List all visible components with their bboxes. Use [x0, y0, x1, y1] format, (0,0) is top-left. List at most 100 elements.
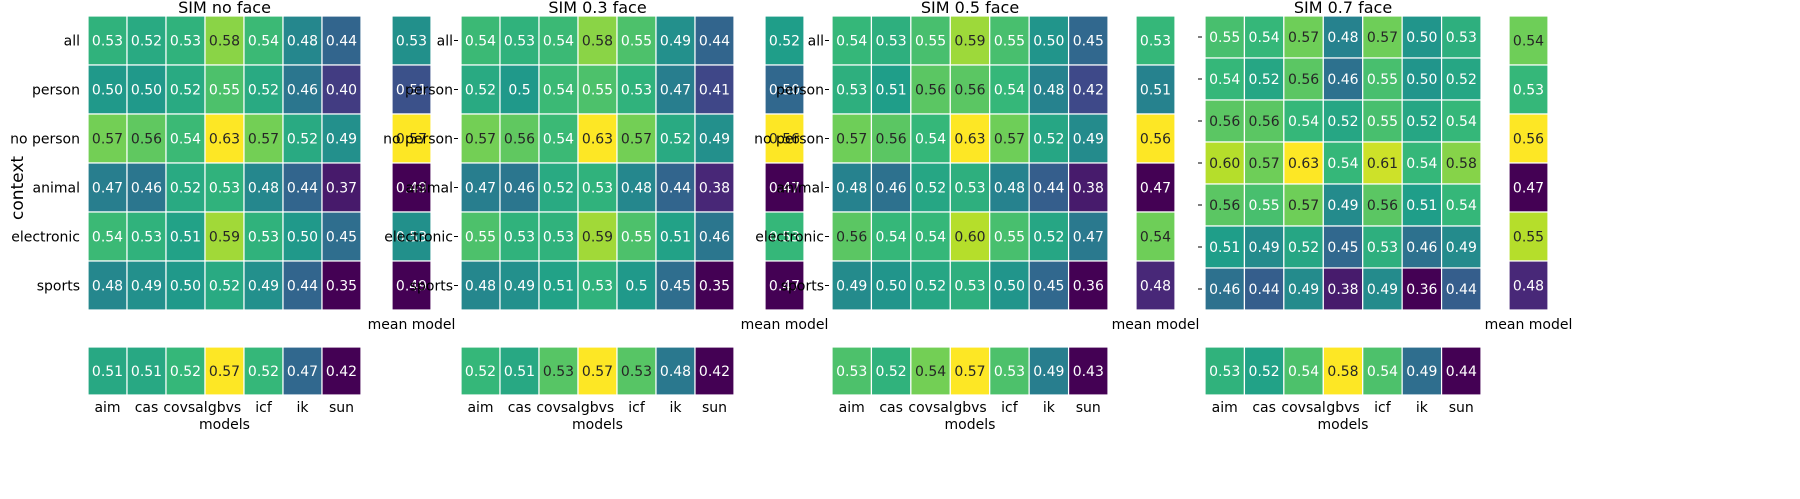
heatmap-cell-label: 0.52: [543, 181, 574, 197]
heatmap-cell-label: 0.50: [287, 230, 318, 246]
heatmap-cell-label: 0.57: [994, 132, 1025, 148]
heatmap-cell-label: 0.48: [1033, 83, 1064, 99]
heatmap-cell: [87, 260, 128, 311]
mean-model-cell-label: 0.50: [769, 83, 800, 99]
heatmap-cell-label: 0.57: [1249, 156, 1280, 172]
heatmap-cell-label: 0.55: [994, 230, 1025, 246]
heatmap-cell-label: 0.52: [1327, 114, 1358, 130]
row-tick-label: person: [405, 83, 453, 99]
row-tick-label: no person: [754, 132, 824, 148]
heatmap-cell: [1028, 260, 1070, 311]
row-tick-label: sports: [37, 279, 80, 295]
heatmap-cell-label: 0.55: [1367, 72, 1398, 88]
heatmap-cell-label: 0.54: [543, 132, 574, 148]
chart-title: SIM 0.5 face: [921, 0, 1019, 17]
heatmap-cell-label: 0.45: [660, 279, 691, 295]
heatmap-cell-label: 0.47: [660, 83, 691, 99]
mean-model-label: mean model: [741, 317, 829, 333]
heatmap-cell-label: 0.47: [465, 181, 496, 197]
heatmap-cell: [1067, 113, 1109, 164]
heatmap-cell: [1401, 99, 1443, 143]
heatmap-cell-label: 0.48: [248, 181, 279, 197]
x-axis-title: models: [1318, 417, 1369, 433]
row-tick-label: all: [437, 34, 453, 50]
heatmap-cell: [577, 211, 618, 262]
mean-context-cell-label: 0.48: [660, 364, 691, 380]
heatmap-cell-label: 0.52: [209, 279, 240, 295]
heatmap-cell-label: 0.57: [248, 132, 279, 148]
heatmap-cell-label: 0.48: [92, 279, 123, 295]
col-tick-label: aim: [467, 400, 493, 416]
col-tick-label: aim: [839, 400, 865, 416]
heatmap-cell: [1067, 15, 1109, 66]
heatmap-cell-label: 0.52: [915, 181, 946, 197]
heatmap-cell-label: 0.53: [954, 279, 985, 295]
heatmap-cell-label: 0.49: [1446, 240, 1477, 256]
col-tick-label: sun: [1449, 400, 1474, 416]
mean-context-cell: [243, 346, 284, 396]
heatmap-cell: [1283, 225, 1324, 269]
mean-context-cell-label: 0.44: [1446, 364, 1477, 380]
heatmap-cell: [989, 211, 1030, 262]
mean-model-label: mean model: [1485, 317, 1573, 333]
heatmap-cell: [165, 211, 206, 262]
heatmap-cell: [831, 162, 873, 213]
heatmap-cell-label: 0.49: [504, 279, 535, 295]
heatmap-cell-label: 0.54: [915, 132, 946, 148]
mean-model-cell-label: 0.55: [1513, 230, 1544, 246]
row-tick-label: all: [808, 34, 824, 50]
mean-model-cell: [1135, 211, 1176, 262]
mean-model-cell-label: 0.51: [396, 83, 427, 99]
row-tick-label: no person: [383, 132, 453, 148]
heatmap-cell-label: 0.55: [621, 230, 652, 246]
mean-model-cell-label: 0.49: [396, 181, 427, 197]
heatmap-cell-label: 0.49: [699, 132, 730, 148]
heatmap-cell-label: 0.61: [1367, 156, 1398, 172]
heatmap-cell-label: 0.44: [287, 181, 318, 197]
heatmap-cell: [577, 64, 618, 115]
heatmap-cell-label: 0.60: [1209, 156, 1240, 172]
heatmap-cell-label: 0.57: [92, 132, 123, 148]
heatmap-cell: [165, 113, 206, 164]
mean-model-cell-label: 0.47: [1140, 181, 1171, 197]
mean-context-cell-label: 0.51: [504, 364, 535, 380]
row-tick-label: no person: [10, 132, 80, 148]
mean-context-cell: [499, 346, 540, 396]
heatmap-cell: [282, 113, 323, 164]
heatmap-cell-label: 0.55: [1367, 114, 1398, 130]
mean-context-cell-label: 0.53: [836, 364, 867, 380]
heatmap-cell-label: 0.59: [954, 34, 985, 50]
heatmap-cell: [694, 211, 735, 262]
heatmap-cell: [1440, 57, 1482, 101]
mean-context-cell-label: 0.49: [1033, 364, 1064, 380]
heatmap-cell-label: 0.54: [1406, 156, 1437, 172]
heatmap-cell-label: 0.44: [326, 34, 357, 50]
heatmap-cell: [1440, 99, 1482, 143]
heatmap-cell-label: 0.55: [994, 34, 1025, 50]
heatmap-cell: [87, 64, 128, 115]
mean-model-cell-label: 0.49: [396, 279, 427, 295]
heatmap-cell-label: 0.50: [1033, 34, 1064, 50]
mean-context-cell: [538, 346, 579, 396]
heatmap-cell-label: 0.56: [1209, 198, 1240, 214]
heatmap-cell: [499, 15, 540, 66]
heatmap-cell: [460, 15, 501, 66]
heatmap-cell: [989, 113, 1030, 164]
mean-model-cell: [391, 211, 432, 262]
mean-context-cell-label: 0.52: [170, 364, 201, 380]
heatmap-cell-label: 0.54: [876, 230, 907, 246]
heatmap-cell: [321, 64, 362, 115]
heatmap-cell: [949, 15, 991, 66]
heatmap-cell-label: 0.49: [836, 279, 867, 295]
heatmap-cell: [321, 260, 362, 311]
heatmap-cell-label: 0.59: [209, 230, 240, 246]
heatmap-cell: [1440, 267, 1482, 311]
col-tick-label: sun: [1076, 400, 1101, 416]
mean-model-label: mean model: [368, 317, 456, 333]
heatmap-cell-label: 0.54: [1446, 198, 1477, 214]
heatmap-cell: [616, 15, 657, 66]
mean-model-cell-label: 0.52: [769, 34, 800, 50]
mean-model-cell-label: 0.56: [769, 132, 800, 148]
col-tick-label: sun: [702, 400, 727, 416]
heatmap-cell-label: 0.46: [131, 181, 162, 197]
